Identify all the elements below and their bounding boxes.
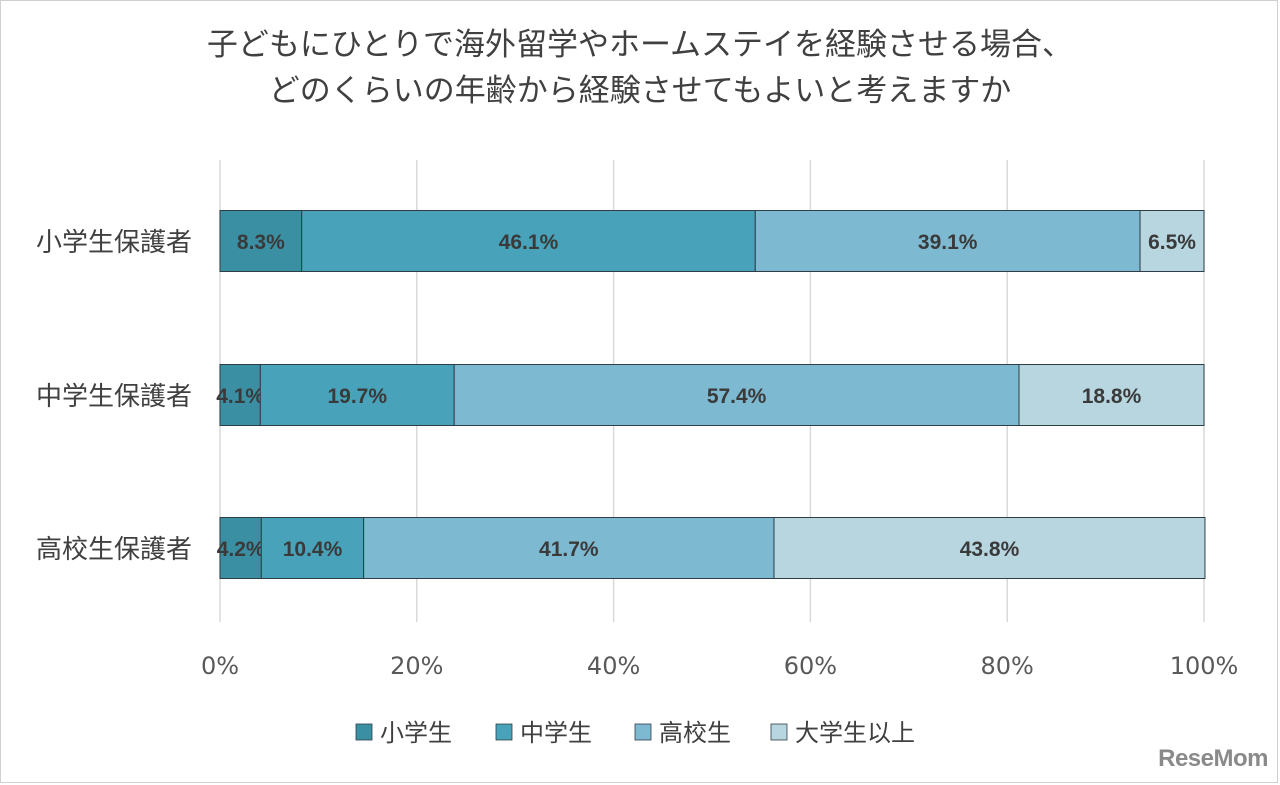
bar-segment: [754, 210, 1141, 272]
legend-swatch: [495, 723, 513, 741]
x-tick-label: 100%: [1170, 652, 1239, 680]
bar-segment: [219, 364, 261, 426]
legend-swatch: [770, 723, 788, 741]
category-label: 中学生保護者: [36, 382, 192, 412]
data-label: 19.7%: [327, 385, 387, 408]
bar-segment: [773, 517, 1206, 579]
category-label: 小学生保護者: [36, 228, 192, 258]
data-label: 8.3%: [237, 231, 285, 254]
data-label: 18.8%: [1082, 385, 1142, 408]
resemom-logo: ReseMom: [1158, 745, 1268, 772]
data-label: 43.8%: [960, 538, 1020, 561]
legend-label: 小学生: [380, 719, 452, 747]
data-label: 57.4%: [707, 385, 767, 408]
bar-segment: [1139, 210, 1205, 272]
category-label: 高校生保護者: [36, 535, 192, 565]
x-tick-label: 80%: [981, 652, 1034, 680]
data-label: 6.5%: [1148, 231, 1196, 254]
legend-label: 大学生以上: [795, 719, 915, 747]
chart-title-line-1: 子どもにひとりで海外留学やホームステイを経験させる場合、: [206, 27, 1074, 63]
bar-segment: [260, 517, 365, 579]
data-label: 10.4%: [283, 538, 343, 561]
legend-label: 高校生: [659, 719, 731, 747]
data-label: 39.1%: [918, 231, 978, 254]
bar-segment: [453, 364, 1020, 426]
data-label: 46.1%: [499, 231, 559, 254]
x-tick-label: 20%: [390, 652, 443, 680]
x-tick-label: 40%: [587, 652, 640, 680]
legend-swatch: [634, 723, 652, 741]
chart-title: 子どもにひとりで海外留学やホームステイを経験させる場合、 どのくらいの年齢から経…: [0, 22, 1280, 114]
x-tick-label: 0%: [201, 652, 239, 680]
chart-title-line-2: どのくらいの年齢から経験させてもよいと考えますか: [268, 73, 1012, 109]
legend-swatch: [355, 723, 373, 741]
bar-segment: [259, 364, 455, 426]
bar-segment: [301, 210, 756, 272]
bar-segment: [219, 517, 262, 579]
bar-segment: [219, 210, 303, 272]
data-label: 4.1%: [216, 385, 264, 408]
data-label: 41.7%: [539, 538, 599, 561]
legend-label: 中学生: [520, 719, 592, 747]
x-tick-label: 60%: [784, 652, 837, 680]
bar-segment: [1018, 364, 1205, 426]
data-label: 4.2%: [217, 538, 265, 561]
